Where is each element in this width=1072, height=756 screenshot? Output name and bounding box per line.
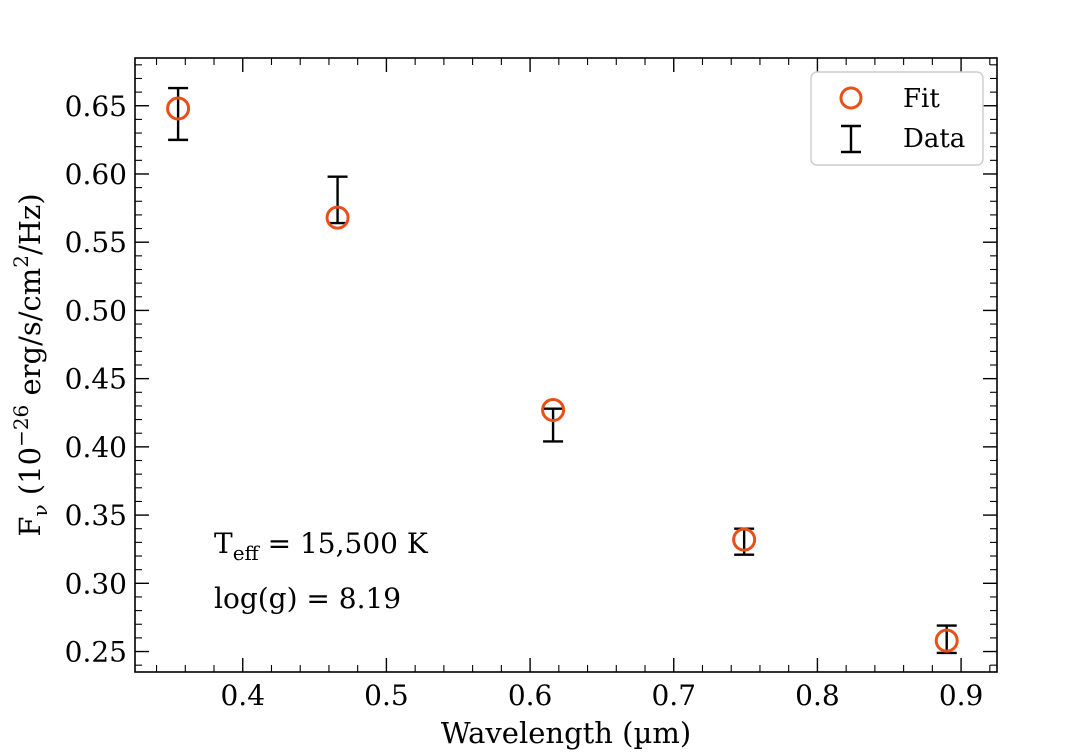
legend-fit-marker xyxy=(839,86,863,110)
teff-symbol: T xyxy=(214,527,233,560)
y-tick-label: 0.45 xyxy=(65,363,127,396)
y-axis-title: Fν (10−26 erg/s/cm2/Hz) xyxy=(9,193,52,536)
y-tick-label: 0.60 xyxy=(65,158,127,191)
data-errorbar xyxy=(168,86,189,142)
x-tick-label: 0.7 xyxy=(651,679,696,712)
x-tick-label: 0.4 xyxy=(220,679,265,712)
legend: Fit Data xyxy=(810,71,984,166)
fit-point xyxy=(732,527,757,552)
fit-point xyxy=(934,628,959,653)
data-errorbar xyxy=(327,175,348,225)
y-tick-label: 0.40 xyxy=(65,431,127,464)
fit-point xyxy=(541,398,566,423)
x-tick-label: 0.6 xyxy=(508,679,553,712)
plot-area: 0.4 0.5 0.6 0.7 0.8 0.9 0.250.300.350.400.450… xyxy=(65,57,998,712)
y-axis-title-units: erg/s/cm xyxy=(13,268,47,405)
y-tick-label: 0.35 xyxy=(65,499,127,532)
fit-point xyxy=(166,96,191,121)
y-tick-label: 0.30 xyxy=(65,567,127,600)
y-tick-label: 0.65 xyxy=(65,90,127,123)
x-tick-label: 0.9 xyxy=(939,679,984,712)
y-tick-labels: 0.25 0.30 0.35 0.40 0.45 0.50 0.55 0.60 0.65 xyxy=(65,90,127,669)
y-tick-label: 0.50 xyxy=(65,294,127,327)
y-axis-title-end: /Hz) xyxy=(13,193,47,255)
x-tick-labels: 0.4 0.5 0.6 0.7 0.8 0.9 xyxy=(220,679,983,712)
x-axis-title: Wavelength (µm) xyxy=(441,716,691,750)
fit-points xyxy=(166,96,959,653)
y-tick-label: 0.25 xyxy=(65,636,127,669)
fit-point xyxy=(325,205,350,230)
axis-ticks xyxy=(135,58,997,672)
legend-box xyxy=(810,71,984,166)
legend-data-label: Data xyxy=(903,124,965,154)
x-tick-label: 0.8 xyxy=(795,679,840,712)
teff-subscript: eff xyxy=(233,541,261,565)
legend-fit-label: Fit xyxy=(903,84,940,114)
y-axis-title-f-sub: ν xyxy=(28,504,52,516)
x-tick-label: 0.5 xyxy=(364,679,409,712)
y-tick-label: 0.55 xyxy=(65,226,127,259)
y-axis-title-exp2: 2 xyxy=(9,255,33,268)
logg-annotation: log(g) = 8.19 xyxy=(214,582,401,615)
y-axis-title-mid: (10 xyxy=(13,447,47,504)
teff-value: = 15,500 K xyxy=(259,527,429,560)
data-errorbars xyxy=(168,86,957,655)
y-axis-title-exp: −26 xyxy=(9,405,33,447)
teff-annotation: Teff = 15,500 K xyxy=(214,527,429,565)
data-errorbar xyxy=(543,407,564,443)
y-axis-title-f: F xyxy=(13,517,47,537)
